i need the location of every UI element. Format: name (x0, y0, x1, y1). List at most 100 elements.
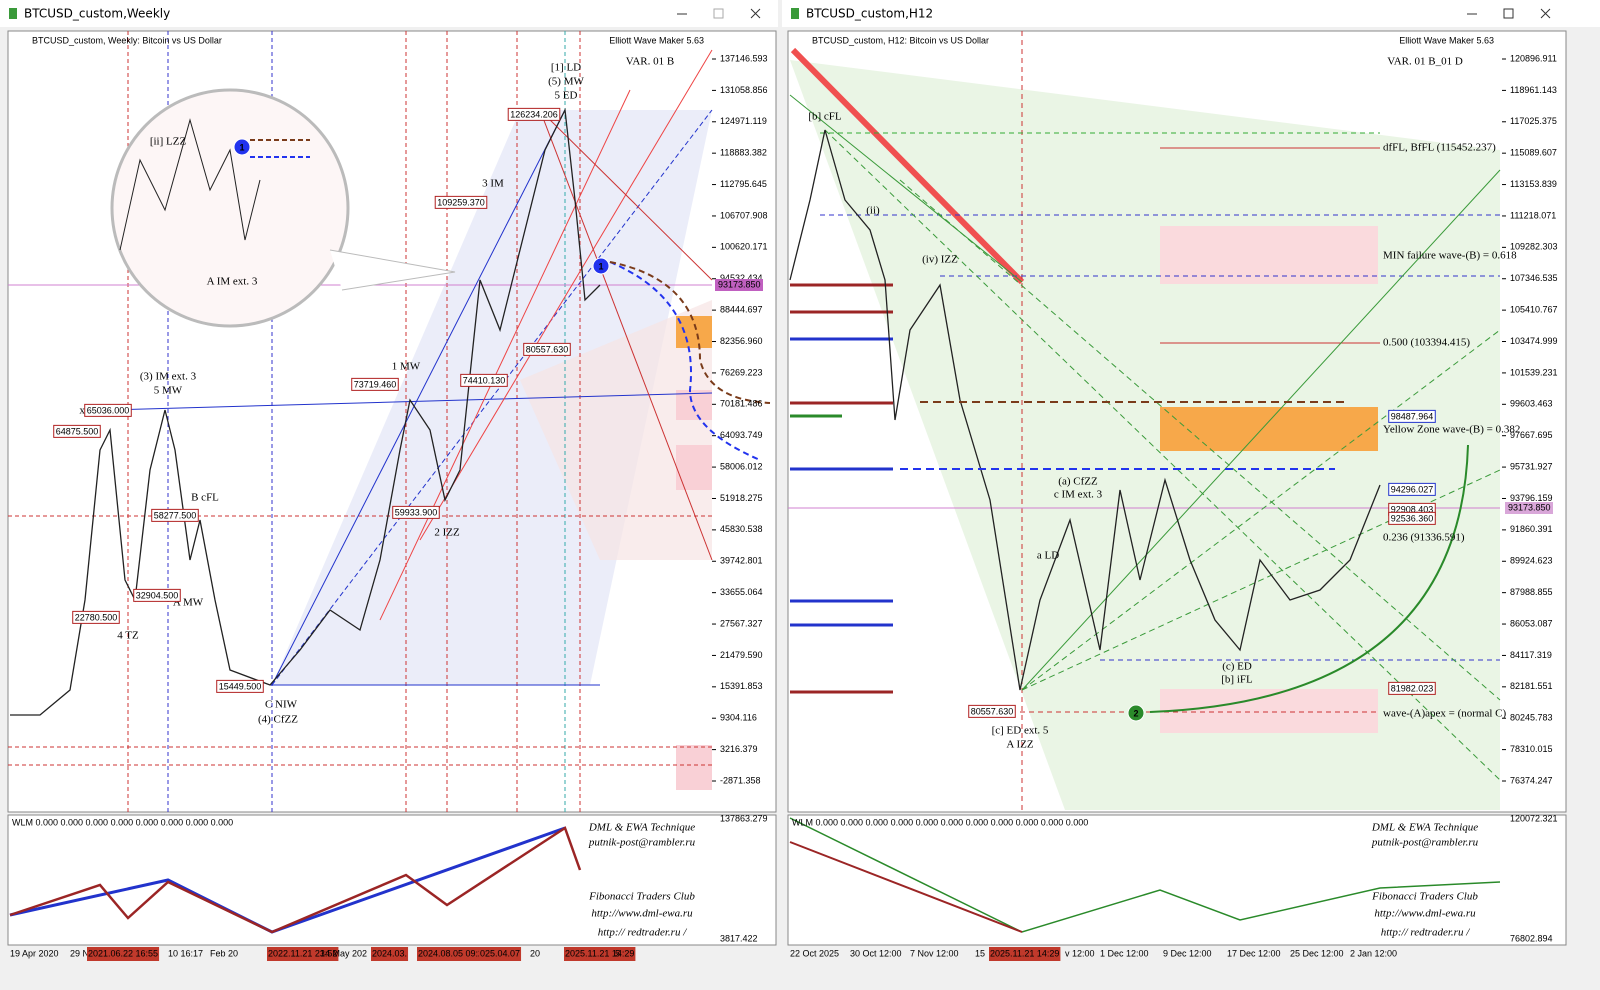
wave-label: (a) CfZZ (1058, 476, 1098, 488)
wave-marker (1127, 704, 1145, 722)
date-label: 2024.08.05 09:24 (418, 948, 488, 958)
price-label: 115089.607 (1510, 148, 1557, 158)
price-label: 97667.695 (1510, 430, 1553, 440)
price-label: 9304.116 (720, 713, 757, 723)
price-label: 88444.697 (720, 305, 763, 315)
wave-label: 5 MW (154, 385, 183, 397)
price-label: 82356.960 (720, 336, 763, 346)
price-label: 105410.767 (1510, 305, 1558, 315)
wave-label: c IM ext. 3 (1054, 489, 1103, 501)
price-tag: 98487.964 (1391, 411, 1434, 421)
projection-arrow (609, 261, 771, 404)
window-title: BTCUSD_custom,Weekly (24, 7, 170, 21)
chart-header: BTCUSD_custom, Weekly: Bitcoin vs US Dol… (32, 35, 222, 45)
magnifier (110, 88, 350, 328)
magnified-path (119, 118, 261, 251)
wave-label: a LD (1037, 550, 1059, 562)
price-tag: 65036.000 (87, 405, 130, 415)
date-label: 2025.11.21 14:29 (565, 948, 634, 958)
price-tag: 22780.500 (75, 612, 118, 622)
date-label: 2021.06.22 16:55 (88, 948, 158, 958)
wave-label: (4) CfZZ (258, 714, 298, 726)
price-tag-box (133, 588, 181, 602)
date-label: 17 Dec 12:00 (1227, 948, 1281, 958)
price-label: 137146.593 (720, 53, 768, 63)
price-label: 86053.087 (1510, 618, 1553, 628)
footer-text: http://www.dml-ewa.ru (1374, 908, 1476, 920)
indicator-scale: 3817.422 (720, 933, 758, 943)
price-tag-box (216, 679, 264, 693)
price-label: 101539.231 (1510, 367, 1558, 377)
wave-label: wave-(A)apex = (normal C) (1383, 708, 1507, 720)
wave-label: [1] LD (551, 62, 581, 74)
indicator-panel (787, 814, 1567, 946)
price-tag-box (507, 107, 561, 121)
price-tag: 126234.206 (510, 109, 558, 119)
indicator-scale: 137863.279 (720, 813, 768, 823)
wave-label: C NIW (265, 699, 298, 711)
price-label: 99603.463 (1510, 399, 1553, 409)
price-tag-box (72, 610, 120, 624)
indicator-values: WLM 0.000 0.000 0.000 0.000 0.000 0.000 … (12, 817, 233, 827)
price-label: 84117.319 (1510, 650, 1552, 660)
price-label: 76269.223 (720, 367, 763, 377)
price-label: 58006.012 (720, 461, 763, 471)
price-label: 45830.538 (720, 524, 763, 534)
date-label: Feb 20 (210, 948, 238, 958)
wave-label: dfFL, BfFL (115452.237) (1383, 142, 1496, 154)
wave-label: (ii) (866, 205, 880, 217)
date-label: 2 Jan 12:00 (1350, 948, 1397, 958)
price-label: 39742.801 (720, 556, 763, 566)
price-tag: 80557.630 (971, 706, 1014, 716)
price-label: 124971.119 (720, 116, 767, 126)
current-price-box (715, 279, 763, 291)
price-tag: 92908.403 (1391, 504, 1434, 514)
date-label: 7 Nov 12:00 (910, 948, 959, 958)
price-label: 27567.327 (720, 618, 763, 628)
indicator-values: WLM 0.000 0.000 0.000 0.000 0.000 0.000 … (792, 817, 1088, 827)
wave-label: 4 TZ (117, 630, 139, 642)
price-label: 33655.064 (720, 587, 763, 597)
price-label: 103474.999 (1510, 336, 1558, 346)
wave-label: A IZZ (1006, 739, 1033, 751)
wave-label: (5) MW (548, 76, 584, 88)
window-buttons[interactable] (677, 8, 1551, 19)
date-label: 29 N (70, 948, 89, 958)
trend-line (790, 47, 1025, 285)
price-tag-box (968, 704, 1016, 718)
wave-label: (c) ED (1222, 661, 1252, 673)
wave-label: [c] ED ext. 5 (992, 725, 1049, 737)
price-label: 131058.856 (720, 85, 768, 95)
date-label: v 12:00 (1065, 948, 1095, 958)
wave-label: VAR. 01 B (626, 56, 674, 68)
price-tag-box (151, 508, 199, 522)
date-highlight (267, 947, 339, 961)
price-label: -2871.358 (720, 775, 761, 785)
date-label: 30 Oct 12:00 (850, 948, 902, 958)
wave-marker-label: 1 (239, 142, 244, 152)
price-label: 100620.171 (720, 242, 768, 252)
indicator-scale: 120072.321 (1510, 813, 1558, 823)
wave-label: [b] cFL (808, 111, 842, 123)
date-highlight (371, 947, 409, 961)
footer-text: http:// redtrader.ru / (598, 927, 687, 939)
date-highlight (417, 947, 490, 961)
price-label: 109282.303 (1510, 242, 1558, 252)
date-label: 25 Dec 12:00 (1290, 948, 1344, 958)
price-label: 15391.853 (720, 681, 763, 691)
date-label: 2022.11.21 23:52 (268, 948, 337, 958)
zone (676, 316, 712, 348)
date-label: 9 Dec 12:00 (1163, 948, 1212, 958)
wave-label: Yellow Zone wave-(B) = 0.382 (1383, 424, 1520, 436)
date-highlight (564, 947, 636, 961)
fan-area (520, 300, 712, 560)
price-label: 3216.379 (720, 744, 758, 754)
footer-text: DML & EWA Technique (588, 822, 695, 834)
price-label: 64093.749 (720, 430, 763, 440)
price-tag: 74410.130 (463, 375, 506, 385)
date-label: 19 Apr 2020 (10, 948, 59, 958)
price-path (789, 129, 1381, 691)
price-label: 51918.275 (720, 493, 763, 503)
date-label: 2025.11.21 14:29 (990, 948, 1059, 958)
